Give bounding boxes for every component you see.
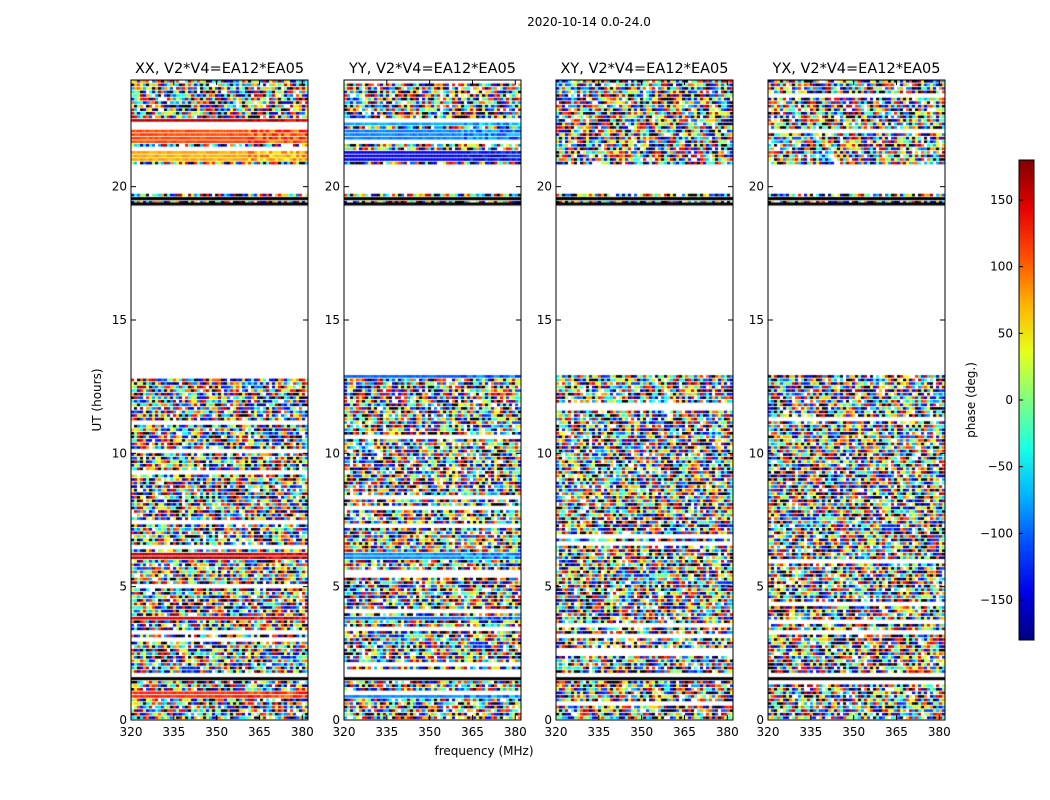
panel-title: YY, V2*V4=EA12*EA05 [348,61,516,77]
panel-2: YY, V2*V4=EA12*EA05 320 335 350 365 380 0 5 10 15… [325,61,527,739]
panel-heatmap-image [344,80,521,720]
y-tick-label: 20 [112,180,127,194]
panel-title: YX, V2*V4=EA12*EA05 [771,61,940,77]
panel-heatmap-image [556,80,733,720]
colorbar-tick-label: 150 [990,193,1013,207]
x-tick-label: 365 [248,725,271,739]
panel-heatmap-image [768,80,945,720]
y-tick-label: 10 [112,446,127,460]
x-tick-label: 380 [716,725,739,739]
panel-1: XX, V2*V4=EA12*EA05 320 335 350 365 380 0 5 10 15… [112,61,314,739]
x-tick-label: 350 [205,725,228,739]
x-tick-label: 365 [885,725,908,739]
colorbar-tick-label: 50 [998,326,1013,340]
panel-heatmap-image [131,80,308,720]
x-tick-label: 335 [162,725,185,739]
x-tick-label: 380 [504,725,527,739]
y-tick-label: 0 [332,713,340,727]
panel-title: XX, V2*V4=EA12*EA05 [135,61,304,77]
x-tick-label: 320 [120,725,143,739]
x-tick-label: 365 [673,725,696,739]
x-tick-label: 365 [461,725,484,739]
panels-group: XX, V2*V4=EA12*EA05 320 335 350 365 380 0 5 10 15… [112,61,951,739]
figure-title: 2020-10-14 0.0-24.0 [527,15,651,29]
y-tick-label: 15 [537,313,552,327]
panel-4: YX, V2*V4=EA12*EA05 320 335 350 365 380 0 5 10 15… [749,61,951,739]
y-tick-label: 10 [749,446,764,460]
x-tick-label: 320 [757,725,780,739]
colorbar-tick-label: −100 [980,526,1013,540]
panel-frame [130,79,309,721]
y-tick-label: 15 [112,313,127,327]
colorbar-tick-label: 100 [990,260,1013,274]
colorbar-tick-label: 0 [1005,393,1013,407]
colorbar-label: phase (deg.) [964,362,978,438]
panel-frame [343,79,522,721]
colorbar: 150 100 50 0 −50 −100 −150 [980,159,1035,641]
x-tick-label: 335 [375,725,398,739]
x-tick-label: 320 [545,725,568,739]
x-tick-label: 350 [418,725,441,739]
panel-3: XY, V2*V4=EA12*EA05 320 335 350 365 380 0 5 10 15… [537,61,739,739]
x-axis-label: frequency (MHz) [434,744,533,758]
x-tick-label: 380 [928,725,951,739]
panel-title: XY, V2*V4=EA12*EA05 [560,61,728,77]
x-tick-label: 320 [333,725,356,739]
colorbar-tick-label: −50 [988,460,1013,474]
y-tick-label: 20 [749,180,764,194]
x-tick-label: 350 [842,725,865,739]
panel-frame [555,79,734,721]
y-tick-label: 10 [325,446,340,460]
colorbar-tick-label: −150 [980,593,1013,607]
y-tick-label: 5 [332,580,340,594]
x-tick-label: 335 [799,725,822,739]
y-tick-label: 20 [537,180,552,194]
y-tick-label: 0 [544,713,552,727]
y-tick-label: 20 [325,180,340,194]
y-tick-label: 5 [119,580,127,594]
y-tick-label: 15 [749,313,764,327]
y-tick-label: 15 [325,313,340,327]
x-tick-label: 335 [587,725,610,739]
y-axis-label: UT (hours) [90,368,104,431]
y-tick-label: 10 [537,446,552,460]
y-tick-label: 0 [756,713,764,727]
x-tick-label: 350 [630,725,653,739]
y-tick-label: 5 [544,580,552,594]
x-tick-label: 380 [291,725,314,739]
panel-frame [767,79,946,721]
y-tick-label: 5 [756,580,764,594]
y-tick-label: 0 [119,713,127,727]
